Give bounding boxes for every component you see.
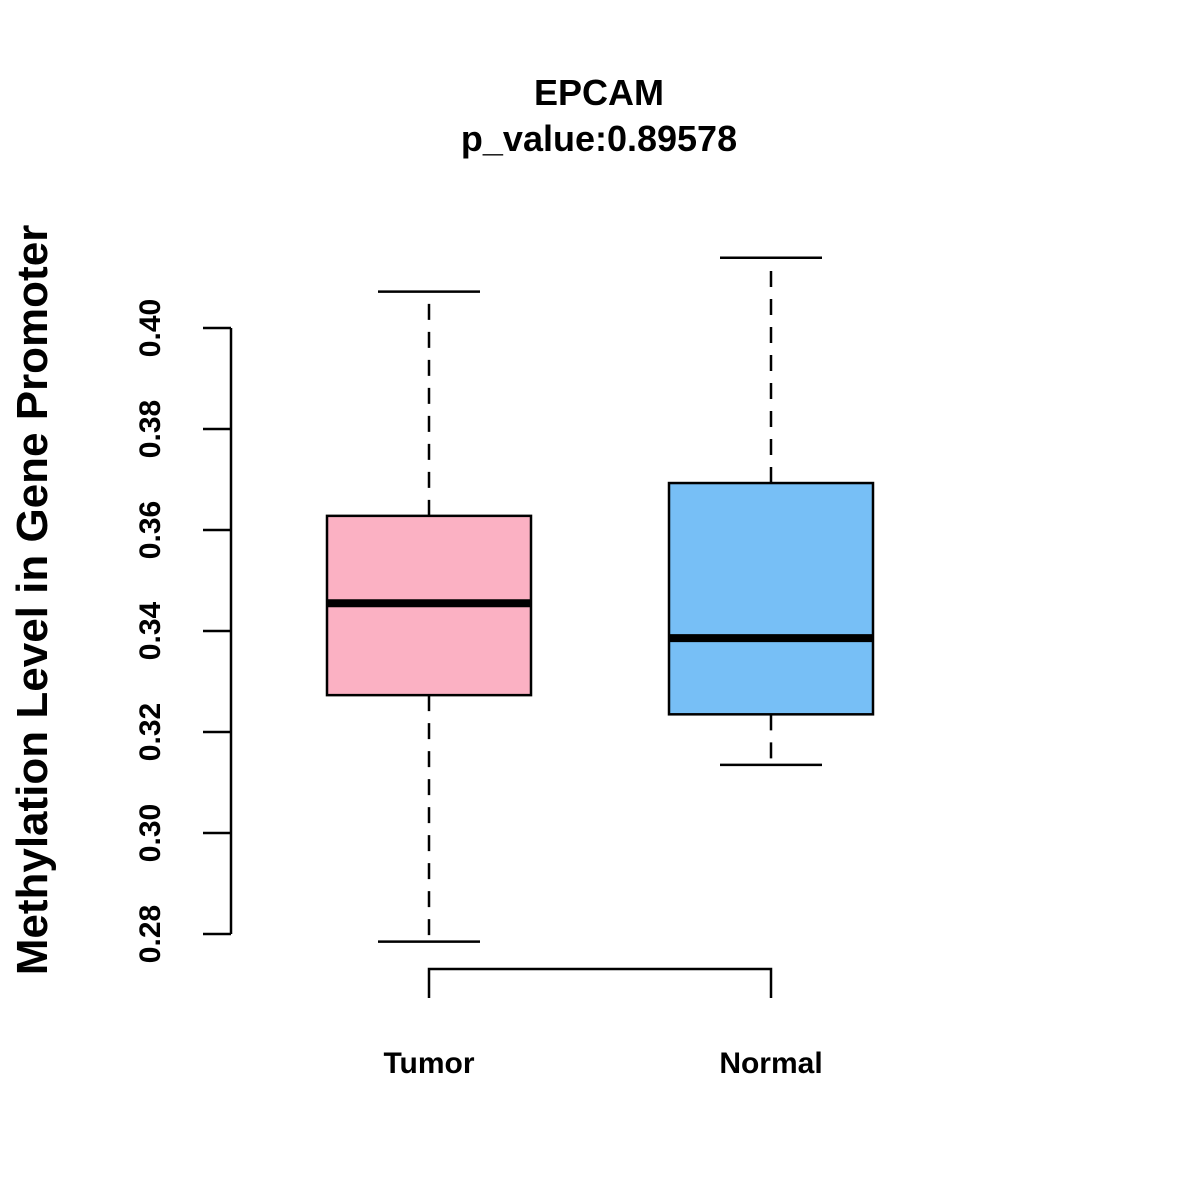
box-normal (667, 256, 875, 767)
y-tick-label: 0.36 (134, 501, 167, 559)
boxes (325, 256, 875, 943)
y-tick-label: 0.40 (134, 299, 167, 357)
y-axis: 0.28 0.30 0.32 0.34 0.36 0.38 0.40 (134, 299, 233, 963)
x-category-label: Tumor (383, 1047, 474, 1080)
iqr-box (667, 481, 875, 716)
y-tick-label: 0.34 (134, 601, 167, 660)
chart-subtitle: p_value:0.89578 (461, 118, 737, 159)
y-tick-label: 0.28 (134, 905, 167, 963)
y-tick-label: 0.30 (134, 804, 167, 862)
y-axis-label: Methylation Level in Gene Promoter (8, 225, 57, 976)
y-tick-label: 0.38 (134, 400, 167, 458)
comparison-bracket (427, 967, 773, 998)
chart-title: EPCAM (534, 72, 664, 113)
x-category-label: Normal (719, 1047, 822, 1080)
box-tumor (325, 290, 533, 943)
comparison-bracket-group (427, 967, 773, 998)
y-tick-label: 0.32 (134, 703, 167, 761)
x-category-labels: Tumor Normal (383, 1047, 822, 1080)
